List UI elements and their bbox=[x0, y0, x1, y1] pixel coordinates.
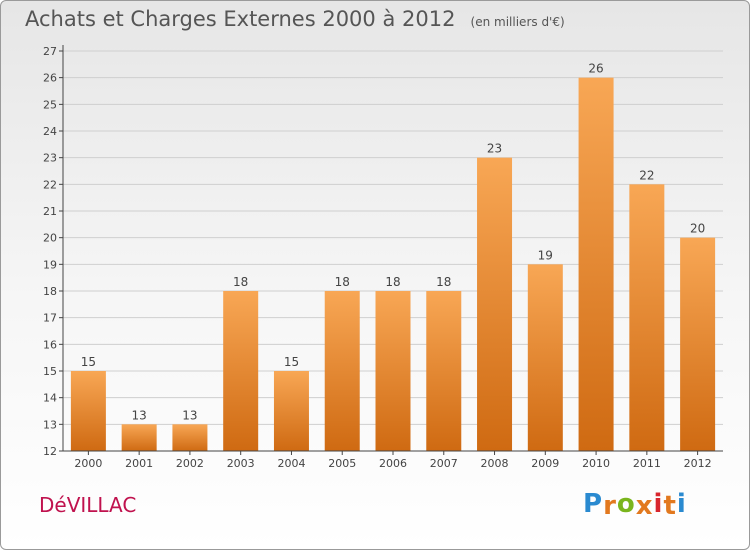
y-tick-label: 14 bbox=[43, 392, 57, 405]
logo-letter: x bbox=[635, 491, 654, 521]
chart-title: Achats et Charges Externes 2000 à 2012 bbox=[25, 7, 456, 31]
bars bbox=[70, 77, 716, 452]
data-label: 20 bbox=[690, 222, 705, 236]
bar bbox=[375, 291, 411, 451]
bar bbox=[121, 424, 157, 451]
proxiti-logo: Proxiti bbox=[583, 489, 687, 521]
y-tick-label: 13 bbox=[43, 418, 57, 431]
x-tick-label: 2011 bbox=[633, 457, 661, 470]
bar bbox=[172, 424, 208, 451]
bar bbox=[477, 157, 513, 451]
y-tick-label: 15 bbox=[43, 365, 57, 378]
data-label: 18 bbox=[436, 275, 451, 289]
y-tick-label: 22 bbox=[43, 178, 57, 191]
y-tick-label: 23 bbox=[43, 152, 57, 165]
data-label: 19 bbox=[538, 248, 553, 262]
bar bbox=[527, 264, 563, 451]
logo-letter: t bbox=[663, 491, 677, 521]
y-tick-label: 20 bbox=[43, 232, 57, 245]
y-tick-label: 24 bbox=[43, 125, 57, 138]
bar bbox=[223, 291, 259, 451]
y-tick-label: 16 bbox=[43, 338, 57, 351]
title-row: Achats et Charges Externes 2000 à 2012 (… bbox=[25, 7, 565, 31]
y-tick-label: 27 bbox=[43, 45, 57, 58]
data-label: 18 bbox=[233, 275, 248, 289]
x-tick-label: 2001 bbox=[125, 457, 153, 470]
x-tick-label: 2007 bbox=[430, 457, 458, 470]
data-label: 22 bbox=[639, 168, 654, 182]
y-tick-label: 18 bbox=[43, 285, 57, 298]
x-tick-label: 2002 bbox=[176, 457, 204, 470]
bar bbox=[629, 184, 665, 452]
logo-letter: o bbox=[616, 489, 636, 519]
axes bbox=[59, 45, 723, 455]
x-tick-label: 2004 bbox=[277, 457, 305, 470]
data-label: 15 bbox=[284, 355, 299, 369]
x-tick-label: 2010 bbox=[582, 457, 610, 470]
data-label: 13 bbox=[182, 408, 197, 422]
y-tick-label: 25 bbox=[43, 98, 57, 111]
bar bbox=[680, 237, 716, 451]
logo-letter: i bbox=[653, 489, 664, 519]
commune-name: DéVILLAC bbox=[39, 493, 137, 517]
bar bbox=[426, 291, 462, 451]
data-label: 26 bbox=[588, 62, 603, 76]
data-label: 15 bbox=[81, 355, 96, 369]
y-tick-label: 26 bbox=[43, 72, 57, 85]
x-tick-label: 2012 bbox=[684, 457, 712, 470]
x-tick-label: 2008 bbox=[481, 457, 509, 470]
bar bbox=[578, 77, 614, 452]
logo-letter: P bbox=[583, 489, 604, 519]
chart-unit: (en milliers d'€) bbox=[470, 15, 565, 29]
x-tick-label: 2005 bbox=[328, 457, 356, 470]
x-tick-label: 2003 bbox=[227, 457, 255, 470]
x-tick-label: 2000 bbox=[74, 457, 102, 470]
bar bbox=[273, 371, 309, 451]
y-tick-label: 21 bbox=[43, 205, 57, 218]
data-label: 23 bbox=[487, 142, 502, 156]
x-tick-label: 2009 bbox=[531, 457, 559, 470]
data-label: 18 bbox=[385, 275, 400, 289]
x-tick-label: 2006 bbox=[379, 457, 407, 470]
logo-letter: r bbox=[603, 491, 617, 521]
logo-letter: i bbox=[676, 489, 687, 519]
data-label: 13 bbox=[132, 408, 147, 422]
y-tick-label: 17 bbox=[43, 312, 57, 325]
labels: 12 13 14 15 16 17 18 19 20 21 22 23 24 25 26 27 15 2000 13… bbox=[43, 45, 712, 470]
bar bbox=[70, 371, 106, 451]
y-tick-label: 12 bbox=[43, 445, 57, 458]
data-label: 18 bbox=[335, 275, 350, 289]
y-tick-label: 19 bbox=[43, 258, 57, 271]
bar bbox=[324, 291, 360, 451]
